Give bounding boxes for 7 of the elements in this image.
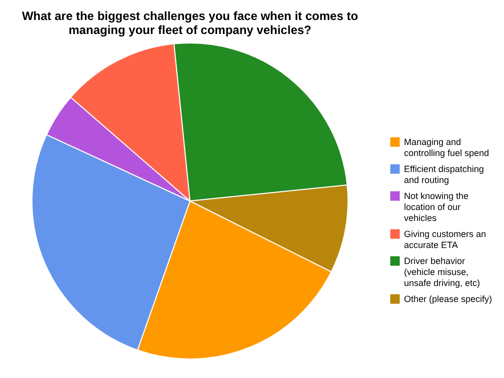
legend-label: Driver behavior (vehicle misuse, unsafe driving, etc)	[404, 256, 480, 288]
legend-label: Other (please specify)	[404, 294, 492, 304]
legend-label: Efficient dispatching and routing	[404, 164, 484, 185]
chart-title: What are the biggest challenges you face when it comes to managing your fleet of company vehicles?	[22, 9, 358, 37]
legend-label: Managing and controlling fuel spend	[404, 137, 490, 158]
legend-label: Giving customers an accurate ETA	[404, 229, 486, 250]
legend-label: Not knowing the location of our vehicles	[404, 191, 469, 223]
